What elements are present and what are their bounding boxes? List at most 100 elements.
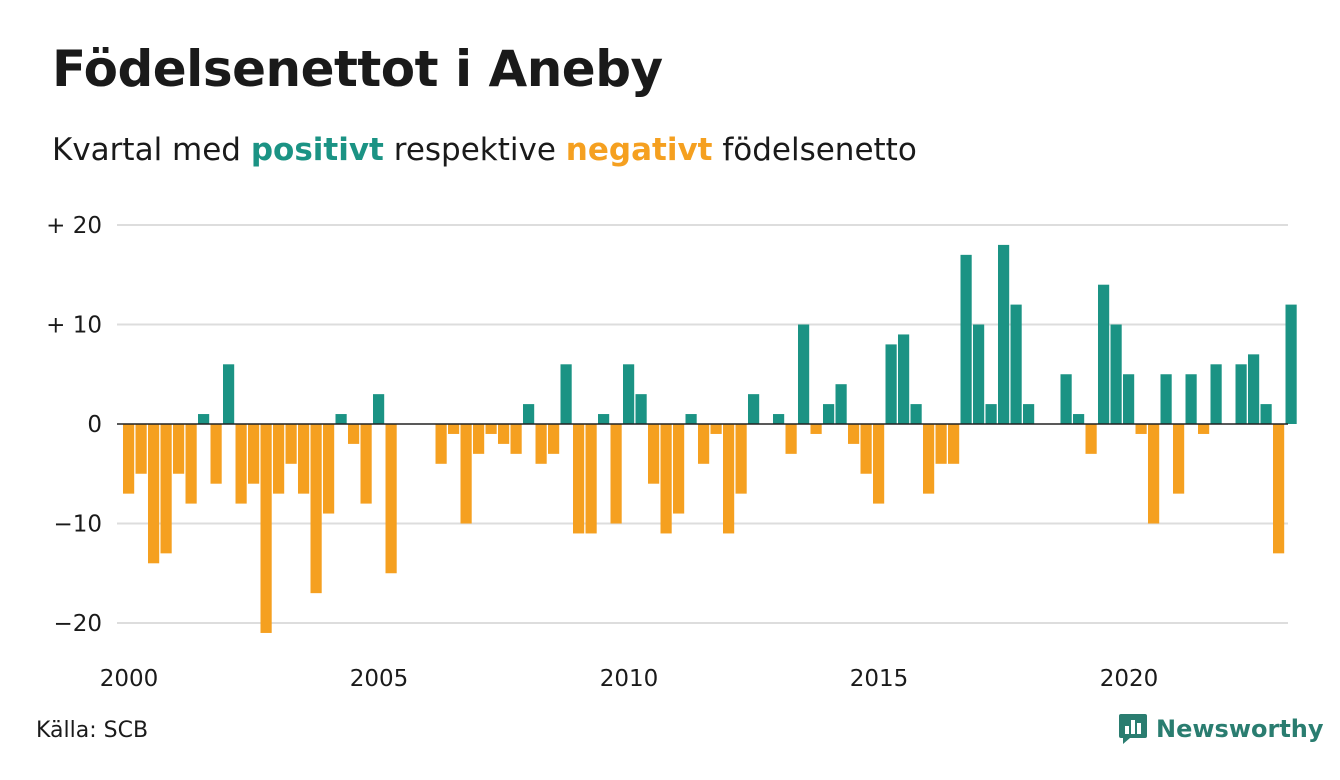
bar-negative xyxy=(173,424,185,474)
y-tick-label: −10 xyxy=(53,512,102,538)
bar-negative xyxy=(723,424,735,534)
bar-negative xyxy=(698,424,710,464)
bar-negative xyxy=(510,424,522,454)
bars-group xyxy=(123,244,1297,633)
x-axis-ticks: 2000 2005 2010 2015 2020 xyxy=(100,666,1159,692)
bar-negative xyxy=(123,424,135,494)
bar-negative xyxy=(260,424,272,633)
bar-negative xyxy=(135,424,147,474)
chart-subtitle: Kvartal med positivt respektive negativt… xyxy=(52,132,917,168)
bar-negative xyxy=(1148,424,1160,524)
bar-positive xyxy=(1110,324,1122,424)
bar-negative xyxy=(848,424,860,444)
bar-positive xyxy=(798,324,810,424)
bar-negative xyxy=(273,424,285,494)
bar-positive xyxy=(223,364,235,424)
bar-negative xyxy=(160,424,172,554)
bar-positive xyxy=(773,414,785,424)
x-tick-label: 2000 xyxy=(100,666,159,692)
bar-positive xyxy=(685,414,697,424)
bar-negative xyxy=(1273,424,1285,554)
bar-positive xyxy=(823,404,835,424)
bar-negative xyxy=(298,424,310,494)
y-tick-label: −20 xyxy=(53,611,102,637)
bar-negative xyxy=(673,424,685,514)
bar-negative xyxy=(448,424,460,434)
bar-positive xyxy=(598,414,610,424)
bar-negative xyxy=(535,424,547,464)
bar-positive xyxy=(835,384,847,424)
bar-negative xyxy=(285,424,297,464)
bar-positive xyxy=(198,414,210,424)
brand-name: Newsworthy xyxy=(1156,715,1324,743)
bar-positive xyxy=(1210,364,1222,424)
bar-positive xyxy=(1248,354,1260,424)
y-tick-label: 0 xyxy=(87,412,102,438)
newsworthy-logo[interactable]: Newsworthy xyxy=(1118,712,1324,746)
bar-positive xyxy=(885,344,897,424)
bar-positive xyxy=(748,394,760,424)
bar-positive xyxy=(898,334,910,424)
bar-negative xyxy=(710,424,722,434)
bar-negative xyxy=(785,424,797,454)
bar-negative xyxy=(935,424,947,464)
bar-positive xyxy=(335,414,347,424)
bar-negative xyxy=(360,424,372,504)
bar-negative xyxy=(660,424,672,534)
bar-negative xyxy=(810,424,822,434)
bar-negative xyxy=(585,424,597,534)
x-tick-label: 2015 xyxy=(850,666,909,692)
bar-negative xyxy=(235,424,247,504)
bar-positive xyxy=(635,394,647,424)
bar-positive xyxy=(1160,374,1172,424)
bar-positive xyxy=(1260,404,1272,424)
bar-negative xyxy=(610,424,622,524)
bar-negative xyxy=(873,424,885,504)
bar-negative xyxy=(248,424,260,484)
bar-negative xyxy=(498,424,510,444)
subtitle-middle: respektive xyxy=(393,132,556,168)
bar-negative xyxy=(473,424,485,454)
bar-positive xyxy=(985,404,997,424)
bar-negative xyxy=(348,424,360,444)
bar-negative xyxy=(148,424,160,564)
y-axis-ticks: + 20 + 10 0 −10 −20 xyxy=(46,213,102,637)
bar-negative xyxy=(1198,424,1210,434)
bar-negative xyxy=(735,424,747,494)
bar-negative xyxy=(573,424,585,534)
bar-negative xyxy=(460,424,472,524)
bar-positive xyxy=(1185,374,1197,424)
x-tick-label: 2020 xyxy=(1100,666,1159,692)
bar-positive xyxy=(1060,374,1072,424)
bar-positive xyxy=(1023,404,1035,424)
bar-negative xyxy=(435,424,447,464)
bar-positive xyxy=(1010,304,1022,424)
bar-negative xyxy=(323,424,335,514)
bar-negative xyxy=(1085,424,1097,454)
x-tick-label: 2010 xyxy=(600,666,659,692)
subtitle-positive-word: positivt xyxy=(250,132,384,168)
x-tick-label: 2005 xyxy=(350,666,409,692)
bar-positive xyxy=(523,404,535,424)
bar-negative xyxy=(1135,424,1147,434)
source-note: Källa: SCB xyxy=(36,718,149,743)
bar-negative xyxy=(210,424,222,484)
bar-negative xyxy=(948,424,960,464)
chart-title: Födelsenettot i Aneby xyxy=(52,40,663,98)
newsworthy-logo-icon xyxy=(1119,714,1147,744)
y-tick-label: + 20 xyxy=(46,213,102,239)
bar-positive xyxy=(910,404,922,424)
bar-negative xyxy=(648,424,660,484)
bar-negative xyxy=(860,424,872,474)
bar-positive xyxy=(1235,364,1247,424)
bar-negative xyxy=(310,424,322,594)
bar-negative xyxy=(548,424,560,454)
bar-positive xyxy=(560,364,572,424)
bar-positive xyxy=(1123,374,1135,424)
bar-negative xyxy=(485,424,497,434)
bar-negative xyxy=(1173,424,1185,494)
bar-positive xyxy=(960,254,972,424)
subtitle-negative-word: negativt xyxy=(565,132,713,168)
bar-positive xyxy=(373,394,385,424)
